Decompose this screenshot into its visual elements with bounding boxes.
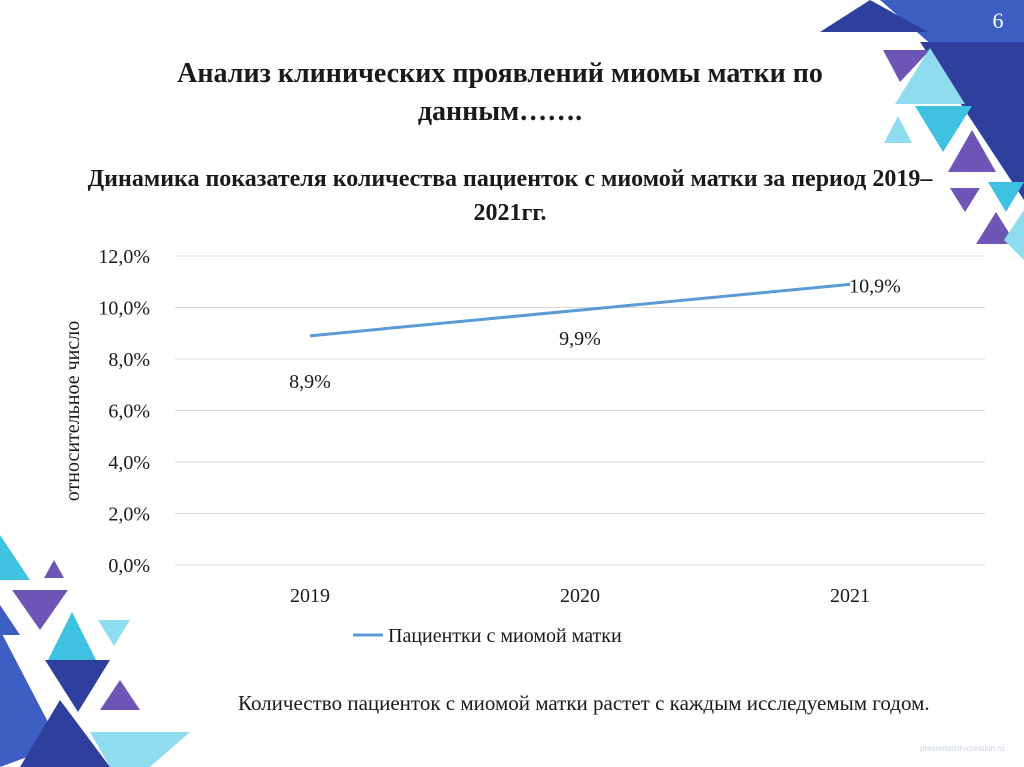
slide-number: 6 [992, 8, 1004, 33]
deco-triangle [915, 106, 972, 152]
deco-triangle [45, 660, 110, 712]
data-label: 9,9% [559, 328, 601, 350]
data-label: 10,9% [849, 275, 901, 297]
deco-triangle [884, 116, 912, 143]
chart-title: Динамика показателя количества пациенток… [87, 166, 933, 226]
deco-triangle [0, 605, 20, 635]
y-tick-label: 6,0% [108, 401, 150, 423]
deco-triangle [820, 0, 928, 32]
deco-triangle [12, 590, 68, 630]
y-tick-label: 0,0% [108, 555, 150, 577]
deco-triangle [98, 620, 130, 646]
y-tick-label: 10,0% [98, 298, 150, 320]
line-chart: 0,0% 2,0% 4,0% 6,0% 8,0% 10,0% 12,0% относитель… [62, 246, 985, 647]
x-tick-label: 2020 [560, 585, 600, 607]
data-label: 8,9% [289, 371, 331, 393]
deco-triangle [883, 50, 930, 82]
y-tick-label: 2,0% [108, 504, 150, 526]
deco-triangle [48, 612, 96, 660]
deco-triangle [0, 535, 30, 580]
deco-triangle [988, 182, 1024, 212]
deco-triangle [90, 732, 190, 767]
y-tick-label: 8,0% [108, 349, 150, 371]
x-tick-label: 2019 [290, 585, 330, 607]
deco-triangle [976, 212, 1016, 244]
x-tick-label: 2021 [830, 585, 870, 607]
series-line [309, 282, 851, 338]
deco-triangle [44, 560, 64, 578]
deco-triangle [20, 700, 110, 767]
deco-triangle [948, 130, 996, 172]
y-axis-title: относительное число [62, 321, 84, 501]
deco-triangle [1004, 210, 1024, 260]
y-tick-label: 12,0% [98, 246, 150, 268]
y-tick-label: 4,0% [108, 452, 150, 474]
chart-caption: Количество пациенток с миомой матки раст… [238, 691, 930, 715]
watermark-text: presentation-creation.ru [920, 744, 1005, 753]
legend-label: Пациентки с миомой матки [388, 625, 622, 647]
deco-triangle [950, 188, 980, 212]
slide-title: Анализ клинических проявлений миомы матк… [177, 58, 823, 127]
deco-triangle [895, 48, 965, 104]
deco-triangle [100, 680, 140, 710]
